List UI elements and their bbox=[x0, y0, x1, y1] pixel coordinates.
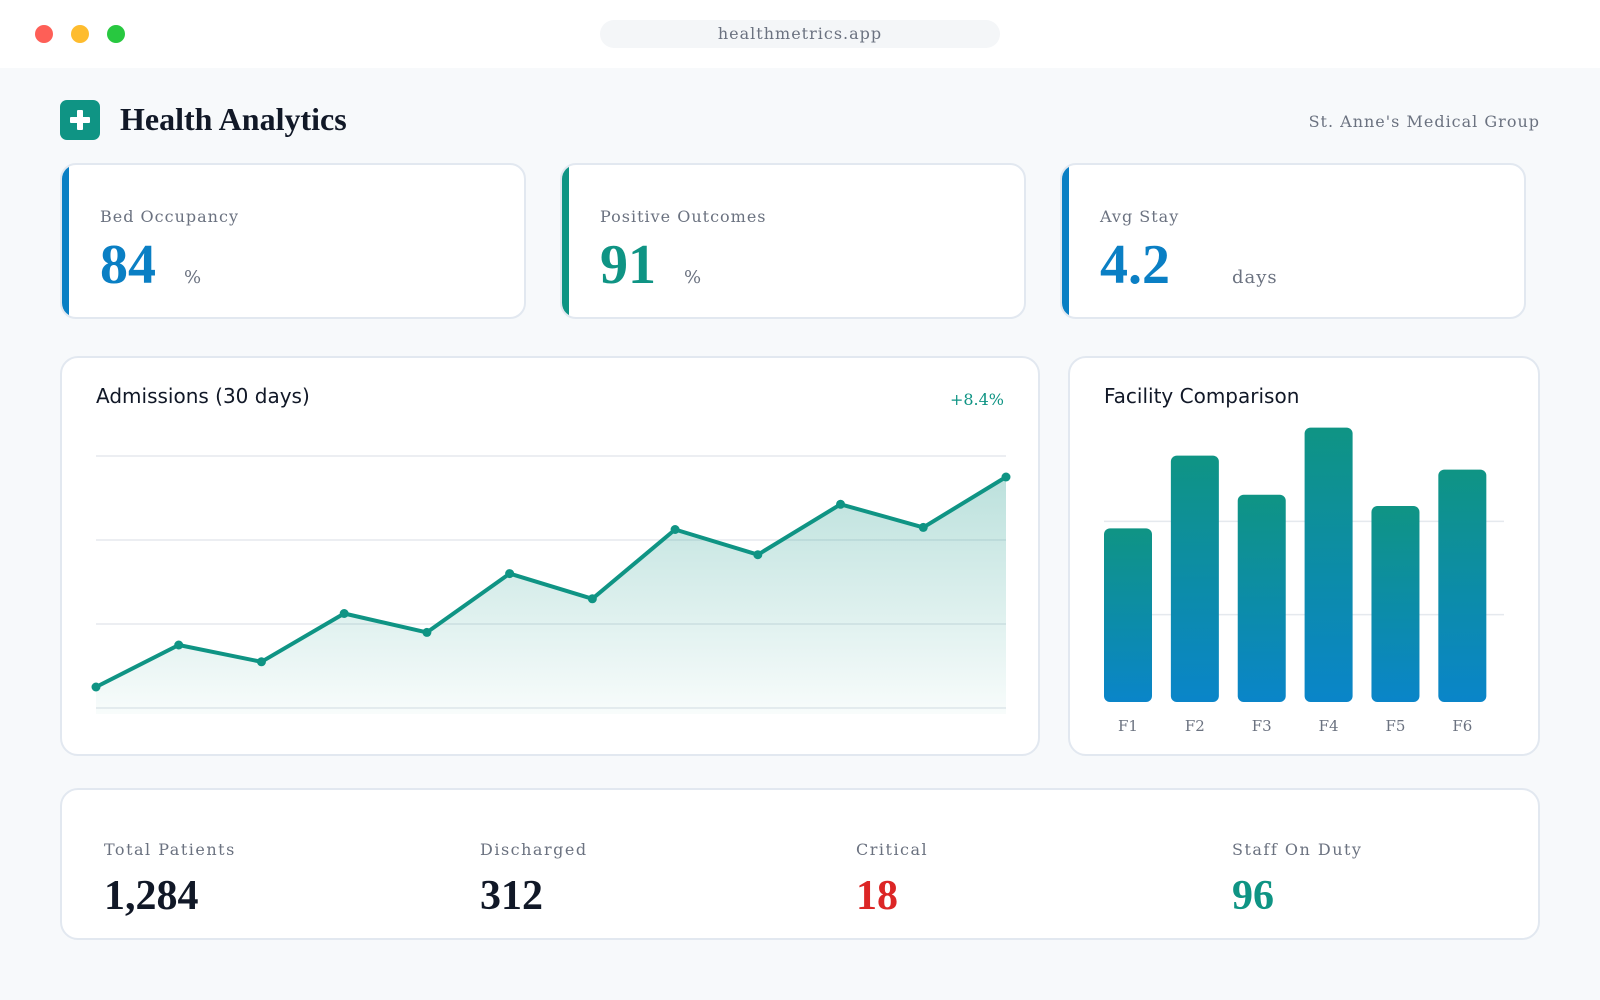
stat-discharged: Discharged 312 bbox=[480, 840, 588, 919]
kpi-accent-bar bbox=[62, 165, 69, 317]
kpi-label: Positive Outcomes bbox=[600, 207, 767, 226]
kpi-card-avg-stay: Avg Stay 4.2 days bbox=[1060, 163, 1526, 319]
admissions-panel: Admissions (30 days) +8.4% bbox=[60, 356, 1040, 756]
data-point[interactable] bbox=[836, 499, 846, 509]
data-point[interactable] bbox=[422, 627, 432, 637]
bar-f5[interactable] bbox=[1371, 506, 1420, 702]
data-point[interactable] bbox=[256, 657, 266, 667]
stat-value: 1,284 bbox=[104, 873, 199, 919]
kpi-unit: days bbox=[1232, 267, 1278, 288]
bar-f4[interactable] bbox=[1304, 427, 1353, 702]
kpi-label: Avg Stay bbox=[1100, 207, 1180, 226]
bar-label: F2 bbox=[1185, 717, 1205, 735]
page-title: Health Analytics bbox=[120, 101, 347, 137]
plus-icon bbox=[60, 100, 100, 140]
data-point[interactable] bbox=[174, 640, 184, 650]
stat-staff-on-duty: Staff On Duty 96 bbox=[1232, 840, 1362, 919]
bar-label: F1 bbox=[1118, 717, 1138, 735]
admissions-title: Admissions (30 days) bbox=[96, 384, 310, 408]
bar-label: F6 bbox=[1452, 717, 1472, 735]
data-point[interactable] bbox=[670, 525, 680, 534]
data-point[interactable] bbox=[587, 594, 597, 604]
stat-total-patients: Total Patients 1,284 bbox=[104, 840, 236, 919]
bar-label: F3 bbox=[1252, 717, 1272, 735]
bar-label: F4 bbox=[1319, 717, 1339, 735]
kpi-accent-bar bbox=[562, 165, 569, 317]
stat-value: 96 bbox=[1232, 873, 1274, 919]
data-point[interactable] bbox=[505, 569, 515, 579]
admissions-delta: +8.4% bbox=[949, 390, 1004, 409]
kpi-value: 84 bbox=[100, 234, 156, 296]
facility-title: Facility Comparison bbox=[1104, 384, 1300, 408]
admissions-line bbox=[95, 475, 1008, 689]
data-point[interactable] bbox=[1001, 472, 1011, 482]
bar-f1[interactable] bbox=[1104, 528, 1152, 702]
kpi-value: 91 bbox=[600, 234, 656, 296]
close-window-button[interactable] bbox=[35, 25, 53, 43]
data-point[interactable] bbox=[753, 550, 763, 560]
stat-critical: Critical 18 bbox=[856, 840, 928, 919]
browser-chrome: healthmetrics.app bbox=[0, 0, 1600, 68]
admissions-area bbox=[96, 477, 1006, 714]
address-bar[interactable]: healthmetrics.app bbox=[600, 20, 1000, 48]
stat-value: 312 bbox=[480, 873, 543, 919]
admissions-chart bbox=[91, 455, 1011, 714]
bar-f3[interactable] bbox=[1237, 494, 1286, 702]
bar-f2[interactable] bbox=[1170, 455, 1219, 702]
kpi-card-bed-occupancy: Bed Occupancy 84 % bbox=[60, 163, 526, 319]
kpi-accent-bar bbox=[1062, 165, 1069, 317]
facility-panel: Facility Comparison F1 F2 F3 F4 F5 F6 bbox=[1068, 356, 1540, 756]
data-point[interactable] bbox=[339, 609, 349, 618]
kpi-card-positive-outcomes: Positive Outcomes 91 % bbox=[560, 163, 1026, 319]
stat-label: Critical bbox=[856, 840, 929, 859]
kpi-unit: % bbox=[684, 267, 703, 288]
bar-label: F5 bbox=[1385, 717, 1405, 735]
minimize-window-button[interactable] bbox=[71, 25, 89, 43]
facility-chart: F1 F2 F3 F4 F5 F6 bbox=[1104, 427, 1504, 735]
kpi-label: Bed Occupancy bbox=[100, 207, 239, 226]
maximize-window-button[interactable] bbox=[107, 25, 125, 43]
data-point[interactable] bbox=[91, 682, 101, 692]
bar-f6[interactable] bbox=[1438, 469, 1487, 702]
kpi-value: 4.2 bbox=[1100, 234, 1170, 296]
stat-value: 18 bbox=[856, 873, 898, 919]
organization-name: St. Anne's Medical Group bbox=[1308, 112, 1540, 131]
stat-label: Discharged bbox=[480, 840, 588, 859]
summary-stats-panel: Total Patients 1,284 Discharged 312 Crit… bbox=[60, 788, 1540, 940]
stat-label: Staff On Duty bbox=[1232, 840, 1363, 859]
stat-label: Total Patients bbox=[104, 840, 236, 859]
kpi-unit: % bbox=[184, 267, 203, 288]
data-point[interactable] bbox=[918, 522, 928, 532]
